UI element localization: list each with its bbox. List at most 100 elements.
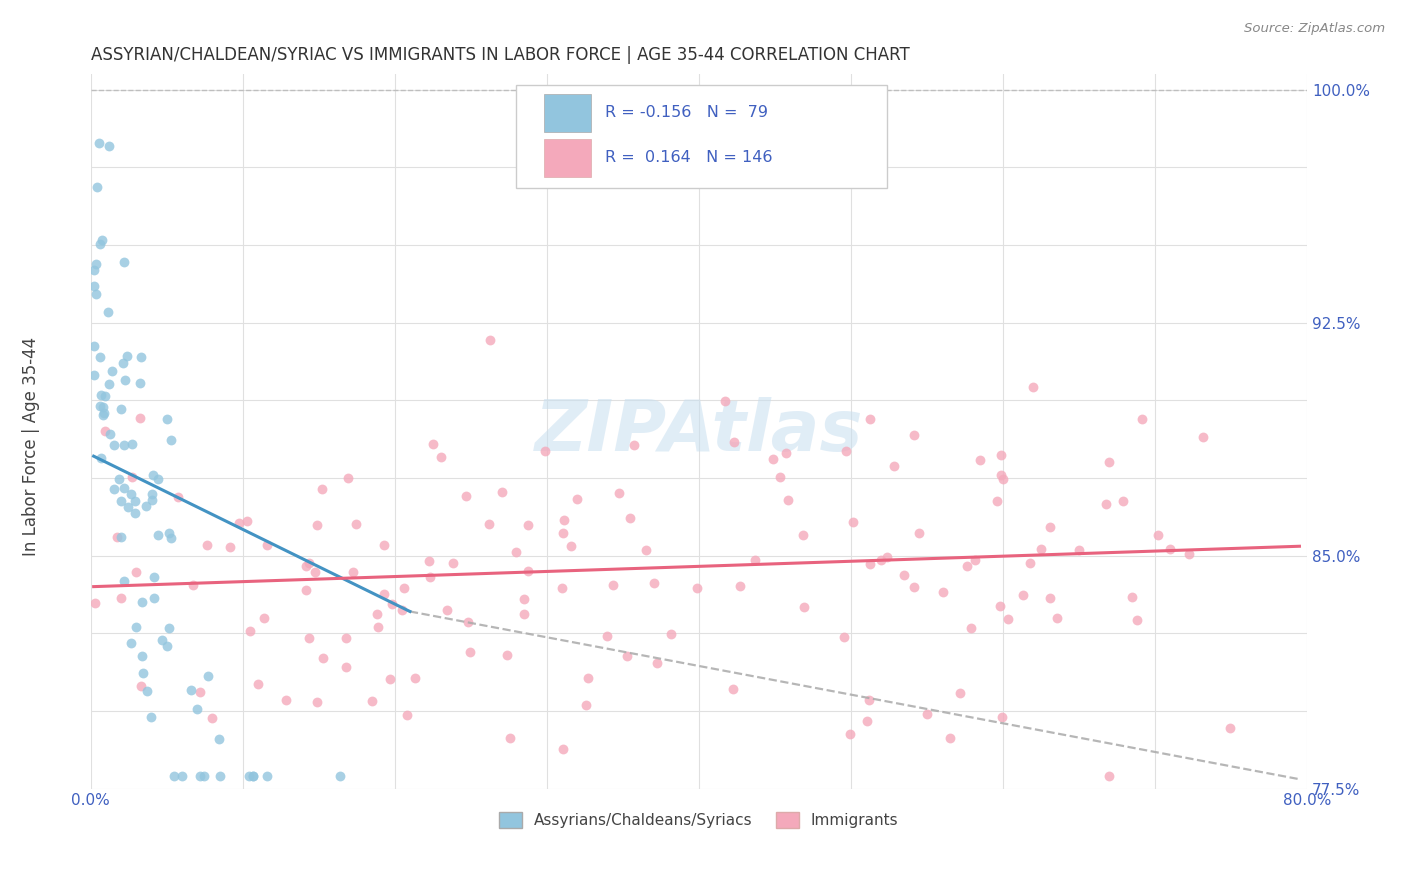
Point <box>94 424 117 438</box>
Point <box>436 603 458 617</box>
Point <box>430 450 453 464</box>
Point <box>146 472 169 486</box>
Point <box>247 677 270 691</box>
Point <box>1094 497 1116 511</box>
Point <box>112 437 135 451</box>
Point <box>236 514 259 528</box>
Point <box>915 706 938 721</box>
Point <box>775 446 797 460</box>
Point <box>792 528 814 542</box>
Point <box>574 698 596 712</box>
Point <box>419 570 441 584</box>
Point <box>87 136 110 150</box>
Point <box>422 437 444 451</box>
Point <box>156 412 179 426</box>
Point <box>131 595 153 609</box>
Point <box>114 374 136 388</box>
Point <box>105 530 128 544</box>
Point <box>367 620 389 634</box>
Point <box>181 578 204 592</box>
Point <box>832 631 855 645</box>
Point <box>659 627 682 641</box>
Point <box>645 656 668 670</box>
Point <box>991 710 1014 724</box>
Point <box>963 552 986 566</box>
Point <box>86 179 108 194</box>
Point <box>478 517 501 532</box>
Text: R = -0.156   N =  79: R = -0.156 N = 79 <box>605 105 768 120</box>
Point <box>219 540 242 554</box>
Point <box>516 517 538 532</box>
Point <box>391 603 413 617</box>
Point <box>91 408 114 422</box>
Point <box>903 428 925 442</box>
Point <box>256 769 278 783</box>
Point <box>110 402 132 417</box>
Point <box>907 526 929 541</box>
Point <box>136 684 159 698</box>
Point <box>112 255 135 269</box>
Point <box>859 412 882 426</box>
Point <box>157 621 180 635</box>
Point <box>135 500 157 514</box>
Point <box>83 368 105 383</box>
Point <box>143 569 166 583</box>
Point <box>195 538 218 552</box>
Point <box>131 649 153 664</box>
Point <box>160 531 183 545</box>
Point <box>988 599 1011 614</box>
Point <box>373 538 395 552</box>
Point <box>458 645 481 659</box>
Point <box>997 612 1019 626</box>
Point <box>512 592 534 607</box>
Point <box>89 351 111 365</box>
Point <box>858 692 880 706</box>
Point <box>495 648 517 662</box>
Point <box>124 506 146 520</box>
Point <box>1019 557 1042 571</box>
Point <box>616 649 638 664</box>
Point <box>1046 611 1069 625</box>
Point <box>83 263 105 277</box>
Bar <box>544 94 591 131</box>
Point <box>311 482 333 496</box>
FancyBboxPatch shape <box>516 85 887 188</box>
Point <box>89 450 111 465</box>
Point <box>112 574 135 588</box>
Point <box>643 575 665 590</box>
Point <box>596 629 619 643</box>
Point <box>713 394 735 409</box>
Point <box>128 376 150 390</box>
Point <box>1219 722 1241 736</box>
Point <box>162 769 184 783</box>
Point <box>1112 494 1135 508</box>
Text: Source: ZipAtlas.com: Source: ZipAtlas.com <box>1244 22 1385 36</box>
Legend: Assyrians/Chaldeans/Syriacs, Immigrants: Assyrians/Chaldeans/Syriacs, Immigrants <box>494 806 904 835</box>
Point <box>139 710 162 724</box>
Text: ASSYRIAN/CHALDEAN/SYRIAC VS IMMIGRANTS IN LABOR FORCE | AGE 35-44 CORRELATION CH: ASSYRIAN/CHALDEAN/SYRIAC VS IMMIGRANTS I… <box>90 46 910 64</box>
Point <box>201 711 224 725</box>
Point <box>156 639 179 653</box>
Point <box>117 500 139 514</box>
Text: R =  0.164   N = 146: R = 0.164 N = 146 <box>605 151 773 166</box>
Point <box>110 531 132 545</box>
Point <box>366 607 388 622</box>
Point <box>636 543 658 558</box>
Point <box>274 693 297 707</box>
Point <box>560 539 582 553</box>
Point <box>121 486 143 500</box>
Point <box>373 586 395 600</box>
Point <box>256 538 278 552</box>
Point <box>344 516 367 531</box>
Point <box>834 444 856 458</box>
Point <box>533 444 555 458</box>
Point <box>903 580 925 594</box>
Text: ZIPAtlas: ZIPAtlas <box>534 397 863 466</box>
Point <box>131 666 153 681</box>
Point <box>84 257 107 271</box>
Point <box>125 565 148 579</box>
Point <box>576 671 599 685</box>
Point <box>1029 541 1052 556</box>
Point <box>744 553 766 567</box>
Point <box>869 553 891 567</box>
